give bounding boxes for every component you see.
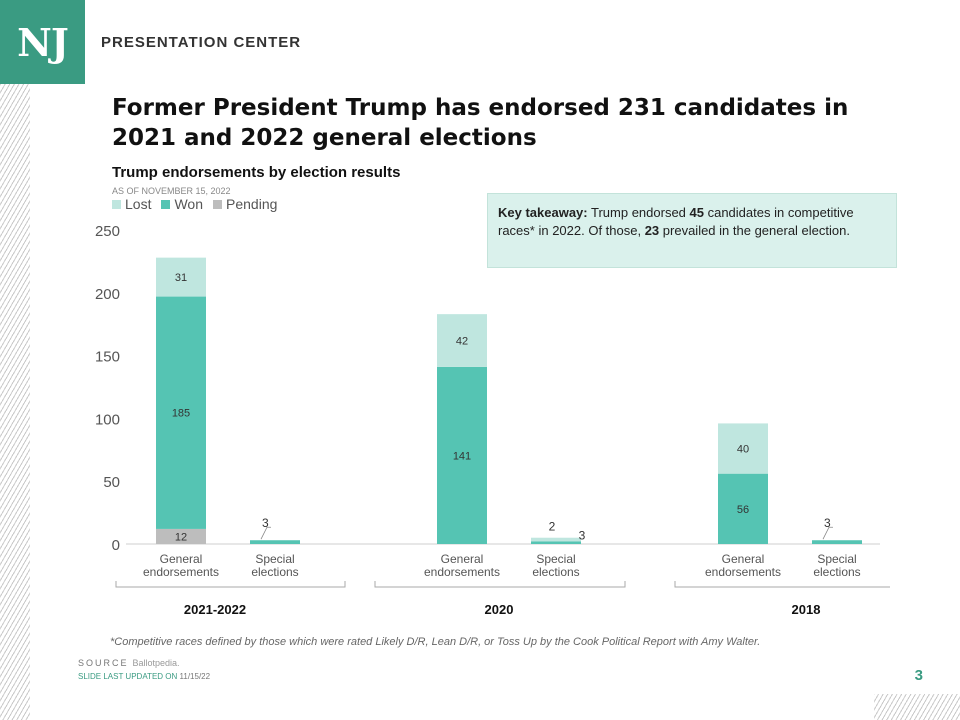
data-label-won: 2 — [549, 520, 556, 534]
y-tick-label: 0 — [112, 537, 120, 554]
y-tick-label: 150 — [95, 349, 120, 366]
slide-headline: Former President Trump has endorsed 231 … — [112, 95, 849, 151]
bar-segment-won — [250, 540, 300, 544]
bar-segment-lost — [156, 257, 206, 297]
y-tick-label: 100 — [95, 411, 120, 428]
x-category-label: Special — [817, 552, 856, 566]
x-category-label: General — [722, 552, 765, 566]
nj-logo: NJ — [0, 0, 85, 84]
last-updated-label: SLIDE LAST UPDATED ON — [78, 672, 178, 681]
chart-subtitle: Trump endorsements by election results — [112, 164, 401, 181]
group-bracket — [115, 581, 346, 588]
group-label: 2021-2022 — [184, 602, 246, 617]
bar-segment-lost — [718, 423, 768, 474]
takeaway-text-2: candidates in competitive races* in 2022… — [498, 205, 854, 238]
x-category-label: General — [160, 552, 203, 566]
x-category-label: elections — [813, 565, 860, 579]
legend-swatch-lost — [112, 199, 121, 209]
bar-segment-won — [156, 296, 206, 529]
bar-segment-lost — [531, 537, 581, 542]
legend-label-lost: Lost — [125, 196, 152, 212]
brand-name: PRESENTATION CENTER — [101, 34, 302, 51]
data-label-lost: 40 — [737, 444, 749, 456]
legend-label-pending: Pending — [226, 196, 278, 212]
legend-item-won: Won — [161, 196, 203, 212]
takeaway-text-3: prevailed in the general election. — [659, 223, 850, 238]
x-category-label: endorsements — [143, 565, 219, 579]
source-label: SOURCE — [78, 658, 129, 668]
legend-item-lost: Lost — [112, 196, 151, 212]
key-takeaway-box: Key takeaway: Trump endorsed 45 candidat… — [487, 193, 897, 268]
data-label-pending: 12 — [175, 531, 187, 543]
y-tick-label: 200 — [95, 286, 120, 303]
as-of-date: AS OF NOVEMBER 15, 2022 — [112, 186, 231, 196]
x-category-label: endorsements — [705, 565, 781, 579]
decorative-hatch-left — [0, 84, 30, 720]
x-category-label: Special — [255, 552, 294, 566]
last-updated: SLIDE LAST UPDATED ON 11/15/22 — [78, 672, 210, 681]
chart-legend: Lost Won Pending — [112, 196, 277, 212]
leader-line — [260, 526, 271, 540]
footnote: *Competitive races defined by those whic… — [110, 636, 761, 648]
y-tick-label: 50 — [103, 474, 120, 491]
bar-segment-won — [718, 473, 768, 544]
data-label-won: 3 — [262, 516, 269, 530]
takeaway-number-2: 23 — [644, 223, 660, 238]
takeaway-number-1: 45 — [689, 205, 704, 220]
bar-segment-won — [812, 540, 862, 544]
takeaway-label: Key takeaway: — [498, 205, 588, 220]
legend-label-won: Won — [174, 196, 204, 212]
data-label-won: 141 — [453, 450, 471, 462]
group-bracket — [374, 581, 626, 588]
bar-segment-won — [531, 541, 581, 544]
x-category-label: endorsements — [424, 565, 500, 579]
x-category-label: Special — [536, 552, 575, 566]
group-label: 2018 — [792, 602, 821, 617]
page-number: 3 — [914, 667, 923, 684]
legend-swatch-pending — [213, 199, 223, 209]
legend-item-pending: Pending — [213, 196, 277, 212]
legend-swatch-won — [161, 199, 171, 209]
x-category-label: General — [441, 552, 484, 566]
bar-segment-won — [437, 366, 487, 544]
takeaway-text-1: Trump endorsed — [587, 205, 690, 220]
data-label-won: 185 — [172, 408, 190, 420]
bar-segment-lost — [437, 314, 487, 367]
endorsements-bar-chart: 0501001502002501218531Generalendorsement… — [95, 223, 890, 617]
data-label-lost: 3 — [579, 529, 586, 543]
last-updated-value: 11/15/22 — [179, 672, 211, 681]
leader-line — [822, 526, 833, 540]
x-category-label: elections — [532, 565, 579, 579]
group-label: 2020 — [485, 602, 514, 617]
x-category-label: elections — [251, 565, 298, 579]
data-label-won: 3 — [824, 516, 831, 530]
data-label-lost: 31 — [175, 272, 187, 284]
data-label-won: 56 — [737, 504, 749, 516]
data-label-lost: 42 — [456, 336, 468, 348]
bar-segment-pending — [156, 528, 206, 544]
source-line: SOURCE Ballotpedia. — [78, 658, 180, 668]
group-bracket — [674, 581, 890, 588]
decorative-hatch-bottom-right — [874, 694, 960, 720]
y-tick-label: 250 — [95, 223, 120, 240]
source-value: Ballotpedia. — [132, 658, 180, 668]
